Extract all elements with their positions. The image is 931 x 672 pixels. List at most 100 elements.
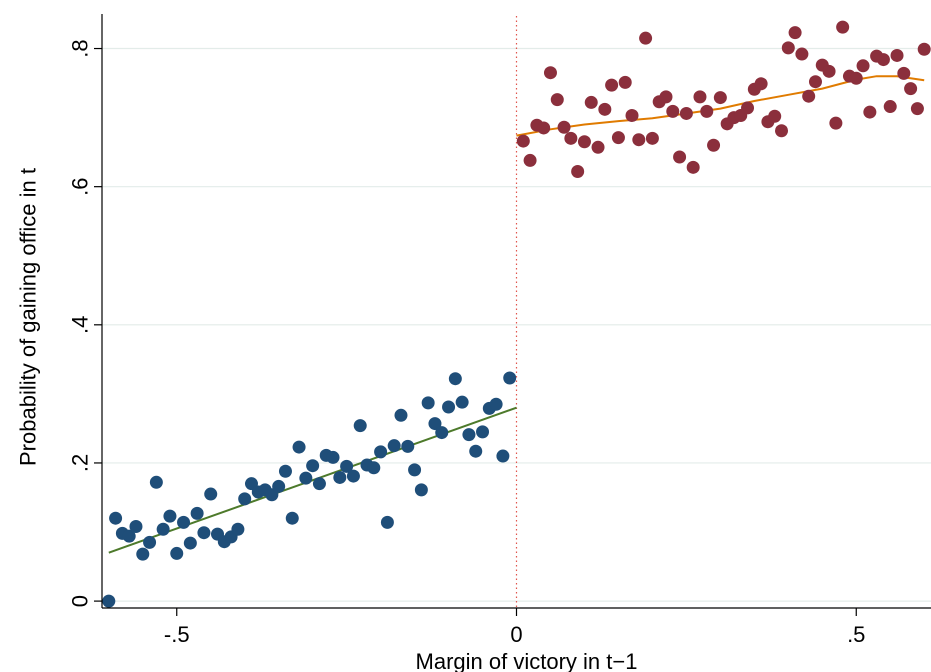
losers-point (489, 397, 503, 411)
winners-point (605, 78, 619, 92)
winners-point (564, 131, 578, 145)
winners-point (910, 102, 924, 116)
losers-point (455, 395, 469, 409)
losers-point (299, 471, 313, 485)
losers-point (435, 426, 449, 440)
winners-point (700, 104, 714, 118)
winners-point (917, 42, 931, 56)
losers-point (496, 449, 510, 463)
winners-point (890, 48, 904, 62)
winners-point (516, 134, 530, 148)
losers-point (394, 408, 408, 422)
losers-point (387, 439, 401, 453)
losers-point (177, 515, 191, 529)
losers-point (170, 546, 184, 560)
winners-point (577, 135, 591, 149)
x-tick-label: .5 (847, 622, 865, 647)
losers-point (285, 511, 299, 525)
losers-point (197, 526, 211, 540)
winners-point (550, 93, 564, 107)
losers-point (442, 400, 456, 414)
losers-point (462, 428, 476, 442)
winners-point (645, 131, 659, 145)
y-axis-ticks: 0 .2 .4 .6 .8 (68, 39, 102, 607)
winners-point (523, 153, 537, 167)
y-tick-label: 0 (68, 595, 93, 607)
winners-point (666, 104, 680, 118)
winners-point (598, 102, 612, 116)
losers-point (333, 470, 347, 484)
winners-point (686, 160, 700, 174)
winners-point (659, 90, 673, 104)
winners-point (537, 121, 551, 135)
winners-point (707, 138, 721, 152)
winners-point (543, 66, 557, 80)
losers-point (353, 419, 367, 433)
winners-point (625, 109, 639, 123)
winners-point (822, 64, 836, 78)
losers-point (326, 450, 340, 464)
winners-fit-line (516, 75, 925, 137)
y-tick-label: .6 (68, 177, 93, 195)
losers-point (340, 459, 354, 473)
losers-point (238, 492, 252, 506)
losers-point (122, 529, 136, 543)
losers-point (190, 506, 204, 520)
losers-point (414, 483, 428, 497)
winners-point (897, 66, 911, 80)
winners-point (591, 140, 605, 154)
losers-point (503, 371, 517, 385)
x-axis-title: Margin of victory in t−1 (416, 649, 638, 672)
winners-point (632, 133, 646, 147)
winners-point (808, 75, 822, 89)
winners-point (802, 89, 816, 103)
losers-point (231, 522, 245, 536)
losers-point (401, 439, 415, 453)
grid-lines (102, 47, 931, 602)
losers-point (469, 444, 483, 458)
winners-point (679, 106, 693, 120)
losers-fit-line (108, 406, 517, 554)
winners-point (571, 164, 585, 178)
losers-point (346, 469, 360, 483)
winners-point (781, 41, 795, 55)
losers-point (102, 594, 116, 608)
losers-point (380, 515, 394, 529)
winners-point (557, 120, 571, 134)
winners-point (863, 105, 877, 119)
winners-point (904, 82, 918, 96)
winners-point (673, 150, 687, 164)
winners-point (754, 77, 768, 91)
losers-point (204, 487, 218, 501)
losers-point (109, 511, 123, 525)
losers-point (272, 479, 286, 493)
losers-point (136, 547, 150, 561)
winners-point (775, 124, 789, 138)
y-tick-label: .8 (68, 39, 93, 57)
losers-point (163, 509, 177, 523)
losers-point (476, 425, 490, 439)
winners-point (639, 31, 653, 45)
losers-point (278, 464, 292, 478)
winners-point (618, 75, 632, 89)
x-tick-label: -.5 (164, 622, 190, 647)
losers-point (306, 459, 320, 473)
x-tick-label: 0 (510, 622, 522, 647)
x-axis-ticks: -.5 0 .5 (164, 608, 865, 647)
losers-point (421, 396, 435, 410)
axes (101, 14, 931, 609)
losers-point (428, 417, 442, 431)
losers-point (367, 461, 381, 475)
winners-point (611, 131, 625, 145)
losers-point (292, 440, 306, 454)
winners-point (876, 53, 890, 67)
winners-point (693, 90, 707, 104)
y-axis-title: Probability of gaining office in t (16, 168, 41, 466)
winners-point (829, 116, 843, 130)
winners-point (795, 47, 809, 61)
losers-point (156, 522, 170, 536)
losers-point (408, 463, 422, 477)
winners-point (713, 91, 727, 105)
losers-point (374, 445, 388, 459)
